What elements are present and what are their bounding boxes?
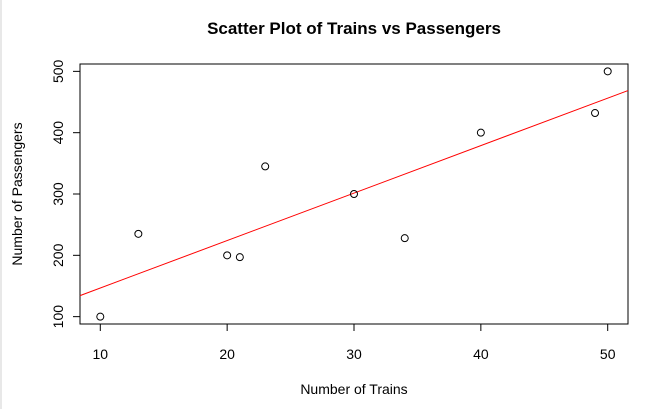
data-point bbox=[223, 251, 232, 260]
y-tick-label: 100 bbox=[50, 305, 66, 329]
x-tick-label: 50 bbox=[600, 346, 616, 362]
x-tick-label: 30 bbox=[346, 346, 362, 362]
y-axis-label: Number of Passengers bbox=[9, 122, 25, 265]
data-point bbox=[476, 128, 485, 137]
data-point bbox=[261, 162, 270, 171]
y-tick-label: 200 bbox=[50, 243, 66, 267]
data-point bbox=[400, 234, 409, 243]
data-point bbox=[235, 253, 244, 262]
data-point bbox=[591, 109, 600, 118]
y-axis: 100 200 300 400 500 bbox=[50, 59, 81, 329]
x-tick-label: 40 bbox=[473, 346, 489, 362]
data-point bbox=[96, 312, 105, 321]
y-tick-label: 400 bbox=[50, 121, 66, 145]
chart-title: Scatter Plot of Trains vs Passengers bbox=[207, 19, 501, 38]
data-point bbox=[134, 229, 143, 238]
data-point bbox=[350, 190, 358, 198]
x-axis-label: Number of Trains bbox=[300, 381, 407, 397]
x-tick-label: 20 bbox=[219, 346, 235, 362]
plot-area-frame bbox=[79, 63, 629, 325]
y-tick-label: 300 bbox=[50, 182, 66, 206]
data-points bbox=[96, 67, 612, 321]
x-tick-label: 10 bbox=[93, 346, 109, 362]
data-point bbox=[603, 67, 612, 76]
regression-line bbox=[79, 90, 629, 297]
x-axis: 10 20 30 40 50 bbox=[93, 323, 616, 362]
y-tick-label: 500 bbox=[50, 59, 66, 83]
